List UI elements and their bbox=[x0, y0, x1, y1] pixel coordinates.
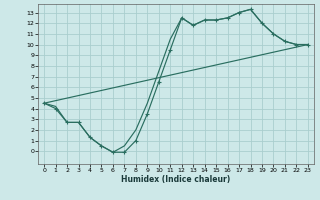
X-axis label: Humidex (Indice chaleur): Humidex (Indice chaleur) bbox=[121, 175, 231, 184]
